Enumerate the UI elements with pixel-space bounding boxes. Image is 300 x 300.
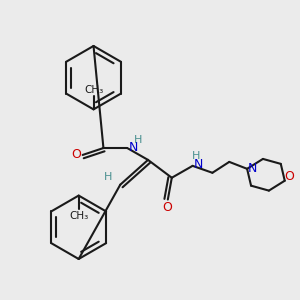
Text: O: O	[72, 148, 82, 161]
Text: H: H	[104, 172, 112, 182]
Text: CH₃: CH₃	[84, 85, 103, 94]
Text: N: N	[194, 158, 203, 171]
Text: H: H	[191, 151, 200, 161]
Text: O: O	[284, 170, 294, 183]
Text: N: N	[248, 162, 257, 175]
Text: N: N	[129, 140, 139, 154]
Text: O: O	[162, 201, 172, 214]
Text: H: H	[134, 135, 142, 145]
Text: CH₃: CH₃	[69, 212, 88, 221]
